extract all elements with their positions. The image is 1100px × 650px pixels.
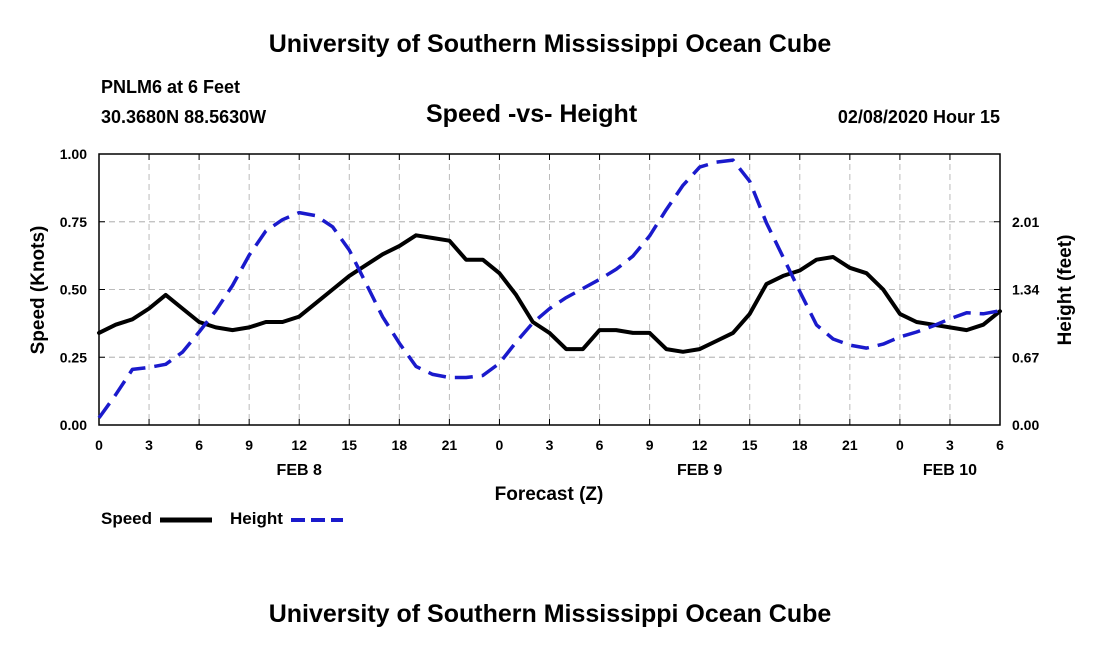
height-series-line xyxy=(97,158,1001,419)
footer-title: University of Southern Mississippi Ocean… xyxy=(268,600,832,628)
x-tick-label: 12 xyxy=(291,437,307,453)
y-tick-label: 0.25 xyxy=(60,349,87,365)
x-tick-label: 6 xyxy=(596,437,604,453)
y2-tick-label: 0.67 xyxy=(1012,349,1039,365)
header-title: University of Southern Mississippi Ocean… xyxy=(268,30,832,58)
x-tick-label: 0 xyxy=(95,437,103,453)
y-axis-label: Speed (Knots) xyxy=(28,226,49,355)
x-tick-label: 12 xyxy=(692,437,708,453)
x-tick-label: 9 xyxy=(245,437,253,453)
x-tick-label: 3 xyxy=(546,437,554,453)
x-tick-label: 18 xyxy=(392,437,408,453)
datetime-label: 02/08/2020 Hour 15 xyxy=(837,107,1000,127)
coordinates-label: 30.3680N 88.5630W xyxy=(101,107,267,127)
y-tick-label: 0.75 xyxy=(60,214,87,230)
x-tick-label: 21 xyxy=(442,437,458,453)
y2-axis-label: Height (feet) xyxy=(1055,235,1076,346)
x-tick-label: 0 xyxy=(496,437,504,453)
x-tick-label: 18 xyxy=(792,437,808,453)
date-label: FEB 9 xyxy=(677,462,722,479)
date-label: FEB 8 xyxy=(277,462,322,479)
x-tick-label: 15 xyxy=(341,437,357,453)
y2-tick-label: 1.34 xyxy=(1012,282,1039,298)
x-tick-label: 9 xyxy=(646,437,654,453)
station-label: PNLM6 at 6 Feet xyxy=(101,77,241,97)
x-tick-label: 6 xyxy=(195,437,203,453)
speed-series-line xyxy=(97,233,1002,354)
y-tick-label: 0.50 xyxy=(60,282,87,298)
x-tick-label: 6 xyxy=(996,437,1004,453)
legend-speed-label: Speed xyxy=(101,509,153,528)
date-label: FEB 10 xyxy=(923,462,977,479)
x-tick-label: 15 xyxy=(742,437,758,453)
y2-tick-label: 2.01 xyxy=(1012,214,1039,230)
legend-height-label: Height xyxy=(230,509,283,528)
y-tick-label: 0.00 xyxy=(60,417,87,433)
y-tick-label: 1.00 xyxy=(60,146,87,162)
x-tick-label: 3 xyxy=(946,437,954,453)
y2-tick-label: 0.00 xyxy=(1012,417,1039,433)
x-tick-label: 21 xyxy=(842,437,858,453)
x-tick-label: 3 xyxy=(145,437,153,453)
x-tick-label: 0 xyxy=(896,437,904,453)
chart-title: Speed -vs- Height xyxy=(426,100,638,128)
x-axis-label: Forecast (Z) xyxy=(495,484,604,505)
